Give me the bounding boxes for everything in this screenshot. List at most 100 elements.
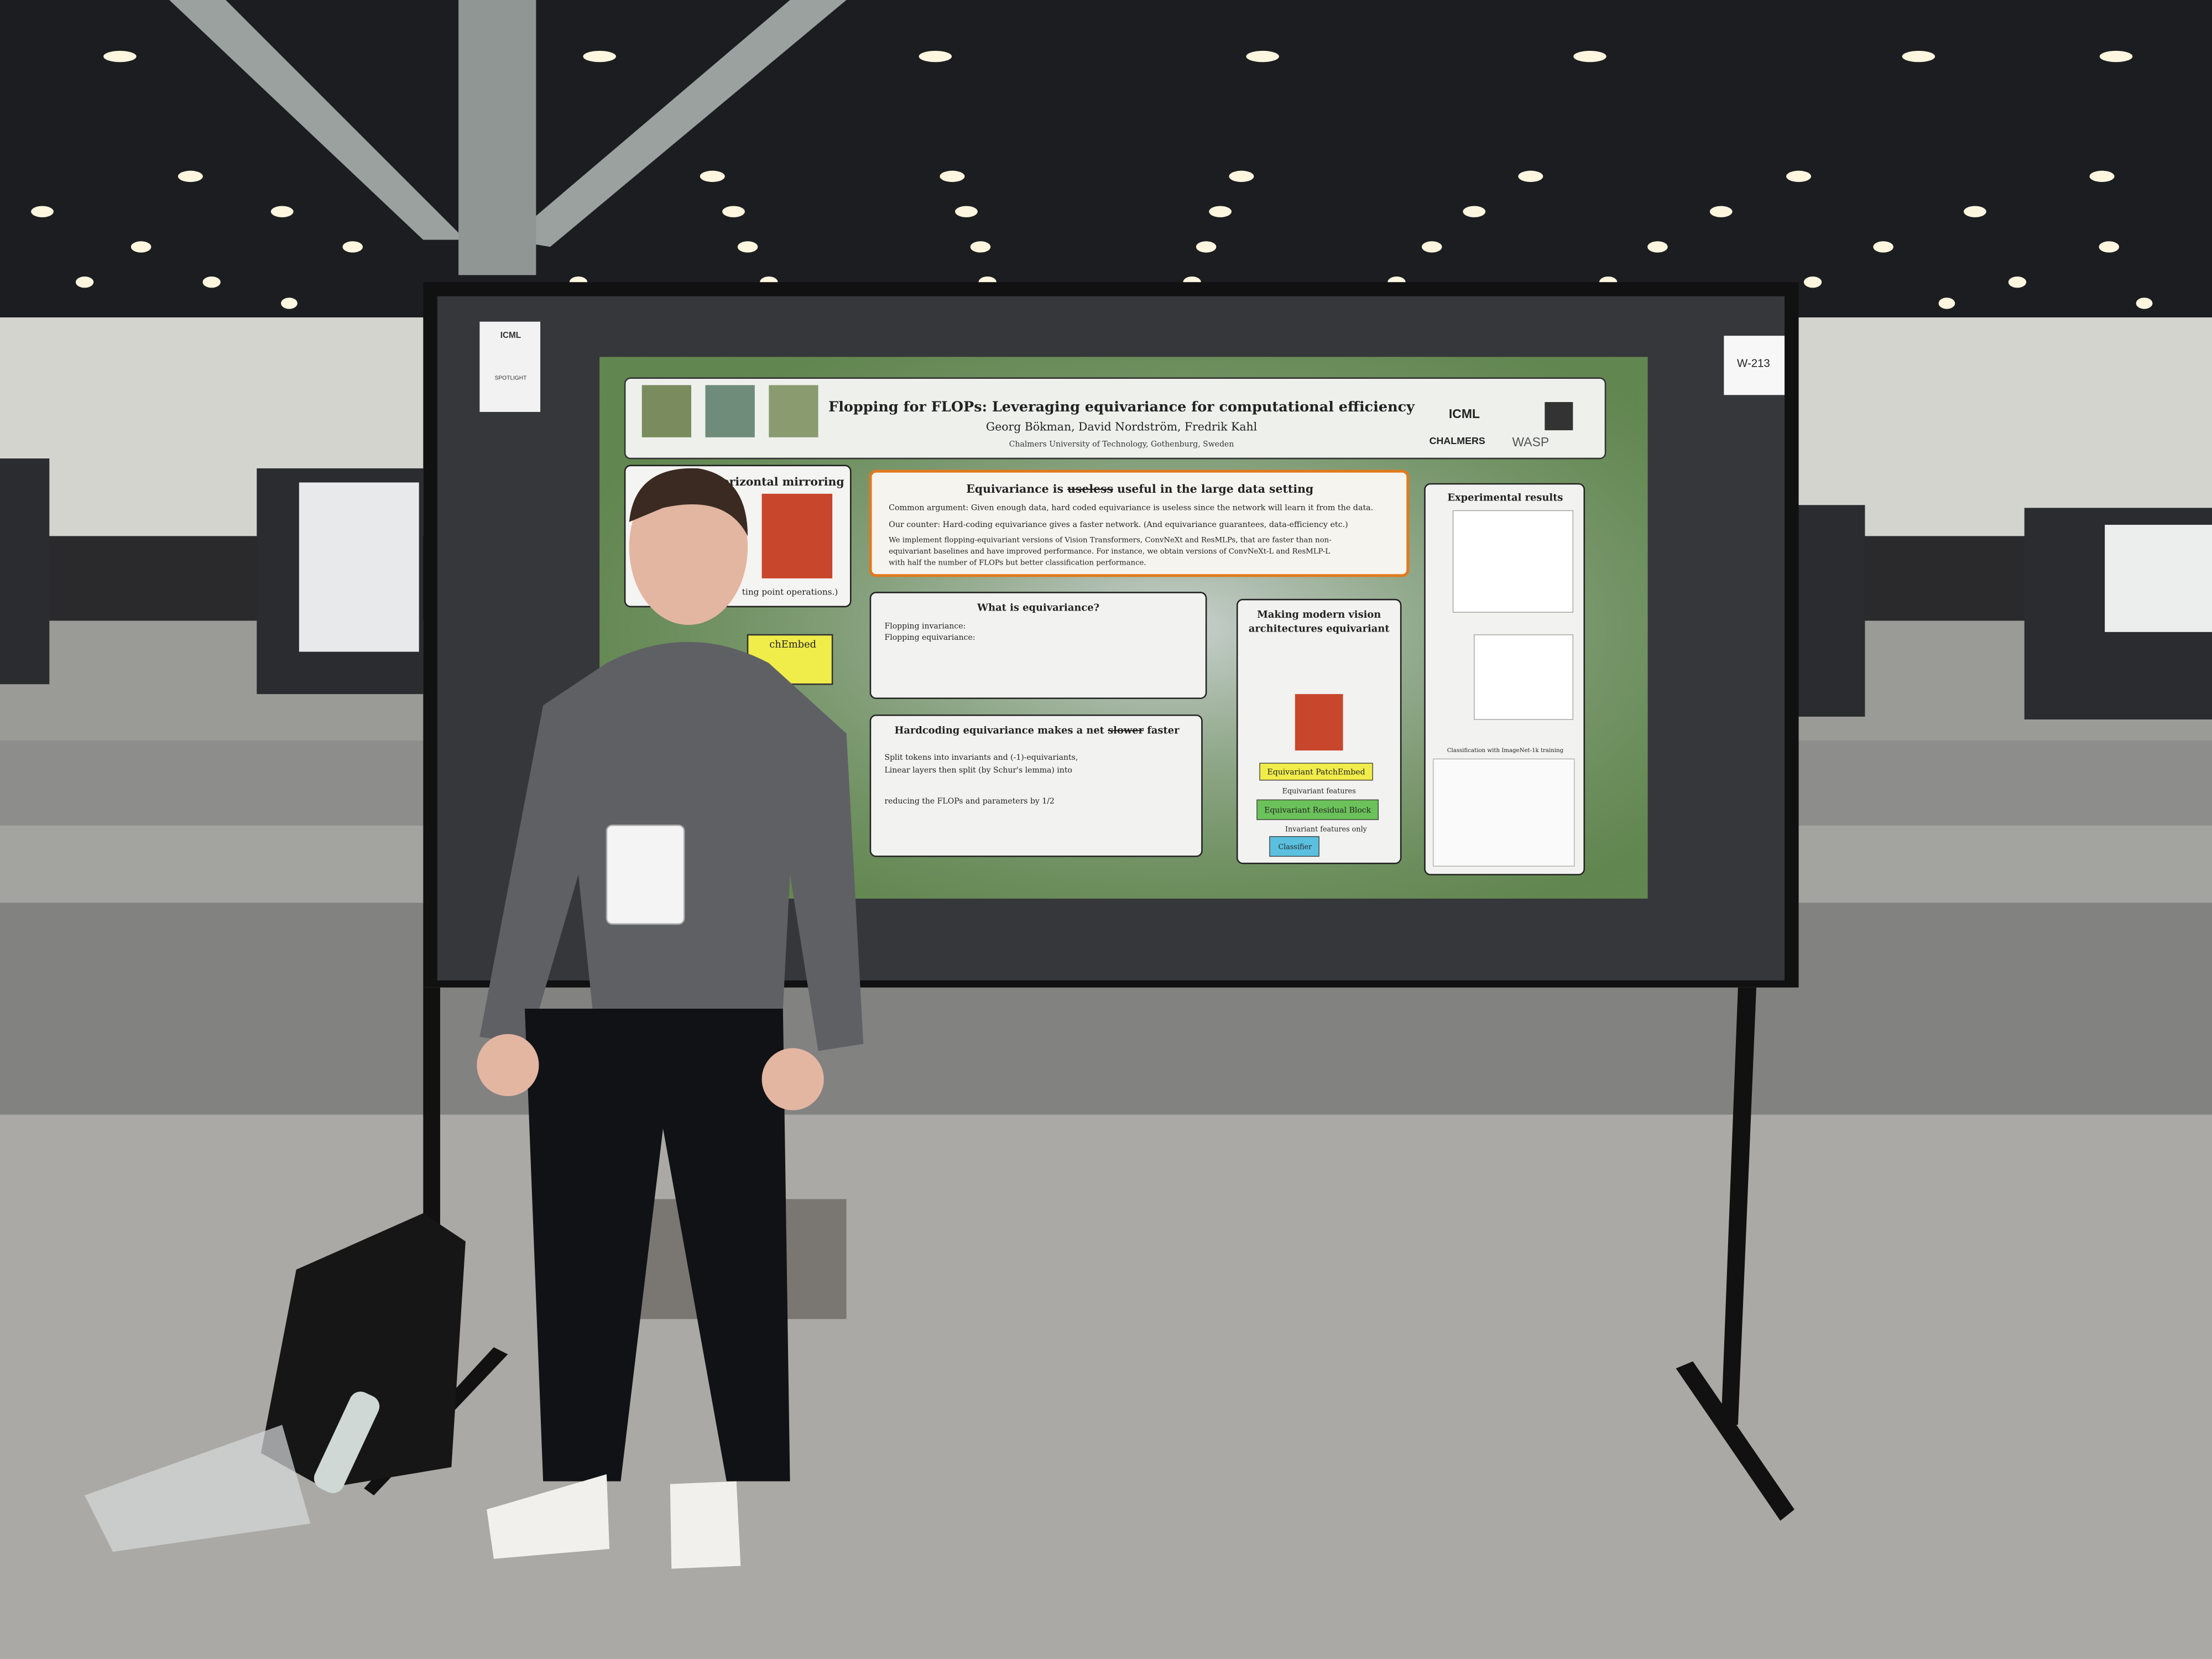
board-number-card: [1724, 336, 1785, 395]
ceiling-light: [1463, 206, 1486, 217]
box-heading: Experimental results: [1447, 492, 1563, 504]
author-photo: [769, 385, 818, 437]
ceiling-light: [31, 206, 54, 217]
ceiling-light: [940, 170, 965, 182]
ceiling-light: [737, 241, 758, 253]
ceiling-light: [342, 241, 363, 253]
person: [477, 468, 864, 1569]
board-number: W-213: [1737, 358, 1770, 370]
diagram-label: Equivariant PatchEmbed: [1267, 768, 1365, 777]
ceiling-light: [1803, 276, 1822, 288]
author-photo: [705, 385, 755, 437]
box-heading: Hardcoding equivariance makes a net slow…: [895, 724, 1180, 736]
box-text: Common argument: Given enough data, hard…: [889, 503, 1373, 512]
plastic-bag: [85, 1425, 311, 1552]
logo: WASP: [1512, 435, 1550, 449]
poster-authors: Georg Bökman, David Nordström, Fredrik K…: [986, 420, 1257, 433]
ceiling-light: [1873, 241, 1893, 253]
qr-code: [1545, 402, 1573, 431]
ceiling-light: [722, 206, 745, 217]
bottle: [314, 1391, 380, 1494]
poster-title: Flopping for FLOPs: Leveraging equivaria…: [828, 399, 1415, 415]
ceiling-light: [1209, 206, 1232, 217]
background-board: [0, 458, 50, 685]
box-heading: Equivariance is useless useful in the la…: [966, 482, 1313, 495]
ceiling-light: [1938, 298, 1955, 309]
box-text: Linear layers then split (by Schur's lem…: [884, 766, 1072, 775]
diagram-box: [1256, 799, 1379, 820]
ceiling-light: [970, 241, 991, 253]
author-photo: [641, 385, 691, 437]
ceiling-light: [955, 206, 978, 217]
diagram-label: Equivariant features: [1282, 787, 1356, 796]
heading-part: faster: [1144, 724, 1180, 736]
ceiling-light: [1422, 241, 1442, 253]
ceiling-light: [2008, 276, 2027, 288]
ceiling-light: [583, 50, 616, 62]
ceiling-light: [2136, 298, 2153, 309]
poster-affiliation: Chalmers University of Technology, Gothe…: [1009, 440, 1234, 449]
ceiling-light: [2089, 170, 2115, 182]
poster-header: [624, 377, 1606, 460]
spotlight-card: [479, 321, 541, 412]
box-text: ting point operations.): [742, 587, 838, 597]
ceiling-light: [1246, 50, 1279, 62]
diagram-label: Invariant features only: [1285, 826, 1368, 834]
box-text: Flopping invariance:: [884, 622, 966, 631]
ceiling-light: [1647, 241, 1668, 253]
card-text: SPOTLIGHT: [495, 375, 527, 381]
background-poster: [299, 482, 419, 652]
plot: [1452, 510, 1574, 613]
ceiling-light: [1709, 206, 1733, 217]
background-poster: [2105, 524, 2212, 632]
card-logo: ICML: [500, 331, 521, 340]
box-heading: What is equivariance?: [977, 602, 1099, 613]
ceiling-light: [1518, 170, 1543, 182]
box-text: with half the number of FLOPs but better…: [889, 559, 1146, 567]
ceiling-light: [1786, 170, 1812, 182]
box-heading: orizontal mirroring: [722, 475, 844, 488]
box-text: Split tokens into invariants and (-1)-eq…: [884, 753, 1078, 762]
ceiling-light: [1229, 170, 1254, 182]
heading-part: Hardcoding equivariance makes a net: [895, 724, 1108, 736]
ceiling-light: [75, 276, 94, 288]
box-text: equivariant baselines and have improved …: [889, 547, 1330, 556]
ceiling-light: [2099, 241, 2120, 253]
poster-box: [869, 469, 1410, 577]
logo: ICML: [1449, 406, 1480, 421]
box-text: Our counter: Hard-coding equivariance gi…: [889, 520, 1348, 529]
poster-box: [869, 592, 1207, 700]
box-heading: Making modern vision: [1257, 609, 1381, 620]
ceiling-light: [700, 170, 725, 182]
box-text: Flopping equivariance:: [884, 633, 975, 642]
diagram-box: [1269, 836, 1319, 857]
truss: [169, 0, 847, 247]
diagram-box: [1259, 763, 1373, 781]
ceiling-light: [1902, 50, 1936, 62]
results-table: [1433, 758, 1575, 867]
diagram-label: Classifier: [1278, 843, 1312, 851]
logo: CHALMERS: [1430, 435, 1485, 446]
ceiling-light: [2099, 50, 2133, 62]
box-text: We implement flopping-equivariant versio…: [889, 536, 1332, 545]
table-caption: Classification with ImageNet-1k training: [1447, 748, 1564, 754]
butterfly-image: [761, 493, 833, 578]
ceiling-light: [1573, 50, 1606, 62]
butterfly-image: [1295, 694, 1343, 751]
ceiling-light: [281, 298, 298, 309]
ceiling-light: [1196, 241, 1217, 253]
column: [458, 0, 536, 275]
heading-part: Equivariance is: [966, 482, 1067, 495]
ceiling-light: [919, 50, 952, 62]
box-text: chEmbed: [769, 639, 816, 650]
heading-part: useful in the large data setting: [1113, 482, 1313, 495]
box-text: reducing the FLOPs and parameters by 1/2: [884, 797, 1054, 806]
ceiling-light: [131, 241, 152, 253]
ceiling-light: [103, 50, 137, 62]
plot: [1474, 634, 1574, 720]
poster-box: [869, 714, 1203, 857]
backpack: [260, 1213, 466, 1489]
diagram-label: Equivariant Residual Block: [1264, 806, 1371, 815]
ceiling-light: [1964, 206, 1986, 217]
